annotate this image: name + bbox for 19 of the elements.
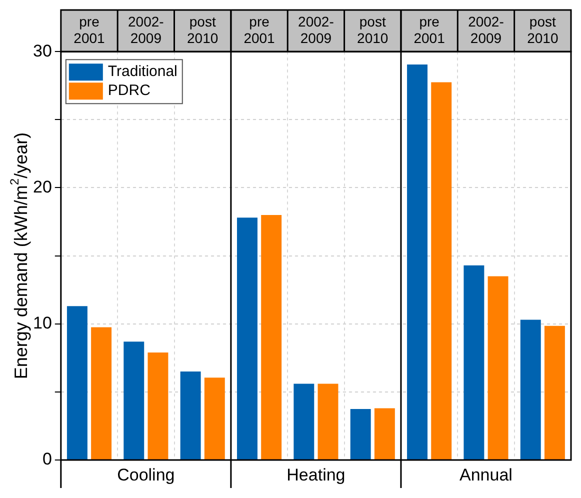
text: Annual [460, 466, 512, 485]
x-tick-label: post 2010 [187, 13, 218, 46]
x-tick-label: 2002-2009 [468, 13, 504, 46]
x-tick-label: pre 2001 [244, 13, 276, 46]
legend-label: Traditional [108, 63, 178, 80]
x-tick-label: 2002-2009 [298, 13, 334, 46]
legend-label: PDRC [108, 82, 151, 100]
y-tick-label: 10 [32, 314, 52, 333]
text: Heating [286, 466, 346, 485]
x-tick-label: 2002-2009 [128, 13, 164, 46]
y-axis-title: Energy demand (kWh/m2/year) [7, 132, 31, 380]
text: Cooling [117, 466, 175, 485]
y-tick-label: 20 [32, 177, 52, 196]
x-tick-label: pre 2001 [414, 13, 446, 46]
x-tick-label: post 2010 [357, 13, 388, 46]
y-tick-label: 30 [32, 41, 52, 60]
x-tick-label: post 2010 [527, 13, 558, 46]
y-tick-label: 0 [42, 450, 52, 469]
x-tick-label: pre 2001 [74, 13, 106, 46]
